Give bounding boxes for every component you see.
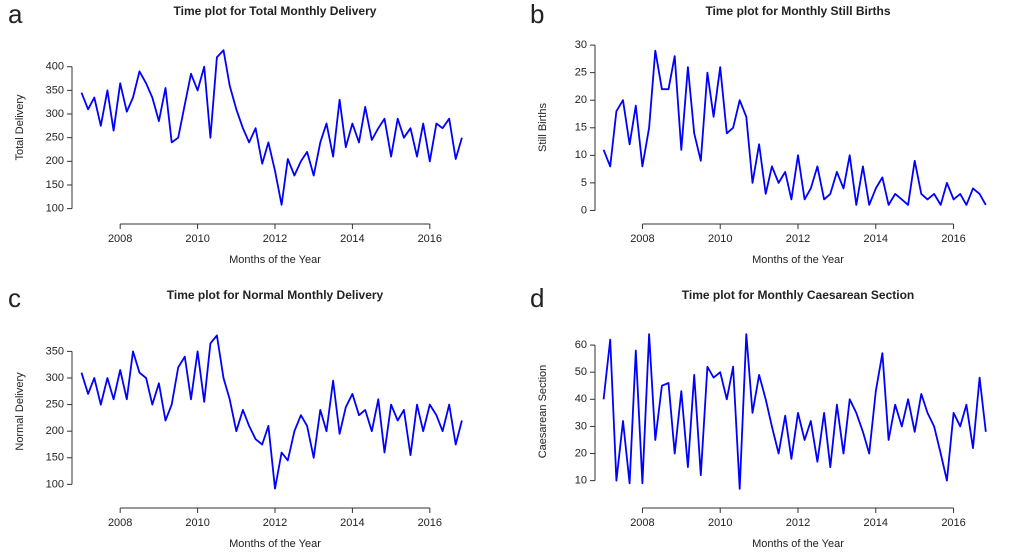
panel-label: c: [8, 283, 21, 313]
y-tick-label: 300: [46, 372, 64, 384]
y-tick-label: 250: [46, 398, 64, 410]
x-tick-label: 2008: [108, 517, 132, 529]
x-tick-label: 2008: [108, 233, 132, 245]
y-tick-label: 100: [46, 203, 64, 215]
y-tick-label: 300: [46, 108, 64, 120]
y-axis-label: Total Delivery: [14, 94, 26, 161]
x-axis-label: Months of the Year: [229, 254, 321, 266]
y-tick-label: 25: [575, 67, 587, 79]
x-tick-label: 2010: [708, 233, 732, 245]
x-tick-label: 2008: [630, 233, 654, 245]
y-tick-label: 40: [575, 393, 587, 405]
x-tick-label: 2014: [864, 233, 888, 245]
x-axis-label: Months of the Year: [752, 254, 844, 266]
x-tick-label: 2012: [786, 517, 810, 529]
x-tick-label: 2010: [708, 517, 732, 529]
panel-label: b: [530, 0, 544, 29]
y-axis-label: Normal Delivery: [14, 372, 26, 451]
y-tick-label: 200: [46, 425, 64, 437]
y-tick-label: 30: [575, 420, 587, 432]
x-tick-label: 2014: [340, 233, 364, 245]
data-line: [80, 49, 463, 206]
x-tick-label: 2010: [185, 233, 209, 245]
y-axis-label: Caesarean Section: [537, 365, 549, 459]
x-tick-label: 2016: [418, 233, 442, 245]
y-tick-label: 30: [575, 39, 587, 51]
data-line: [602, 49, 987, 206]
x-tick-label: 2008: [630, 517, 654, 529]
x-tick-label: 2010: [185, 517, 209, 529]
y-tick-label: 250: [46, 132, 64, 144]
y-tick-label: 0: [581, 204, 587, 216]
x-tick-label: 2016: [941, 233, 965, 245]
x-tick-label: 2012: [786, 233, 810, 245]
y-tick-label: 15: [575, 122, 587, 134]
panel-label: a: [8, 0, 23, 29]
x-tick-label: 2016: [418, 517, 442, 529]
x-tick-label: 2012: [263, 233, 287, 245]
y-axis-label: Still Births: [537, 103, 549, 152]
y-tick-label: 10: [575, 475, 587, 487]
x-tick-label: 2016: [941, 517, 965, 529]
y-tick-label: 350: [46, 84, 64, 96]
x-tick-label: 2014: [340, 517, 364, 529]
x-tick-label: 2014: [864, 517, 888, 529]
y-tick-label: 400: [46, 61, 64, 73]
y-tick-label: 50: [575, 366, 587, 378]
chart-title: Time plot for Normal Monthly Delivery: [167, 288, 384, 302]
chart-title: Time plot for Monthly Still Births: [705, 4, 890, 18]
y-tick-label: 350: [46, 345, 64, 357]
x-tick-label: 2012: [263, 517, 287, 529]
y-tick-label: 60: [575, 339, 587, 351]
y-tick-label: 150: [46, 179, 64, 191]
y-tick-label: 150: [46, 452, 64, 464]
chart-title: Time plot for Total Monthly Delivery: [174, 4, 377, 18]
y-tick-label: 100: [46, 478, 64, 490]
y-tick-label: 200: [46, 155, 64, 167]
chart-title: Time plot for Monthly Caesarean Section: [682, 288, 915, 302]
x-axis-label: Months of the Year: [752, 538, 844, 550]
data-line: [80, 334, 463, 490]
y-tick-label: 10: [575, 149, 587, 161]
y-tick-label: 5: [581, 177, 587, 189]
y-tick-label: 20: [575, 94, 587, 106]
y-tick-label: 20: [575, 447, 587, 459]
data-line: [602, 333, 987, 490]
x-axis-label: Months of the Year: [229, 538, 321, 550]
panel-label: d: [530, 283, 544, 313]
